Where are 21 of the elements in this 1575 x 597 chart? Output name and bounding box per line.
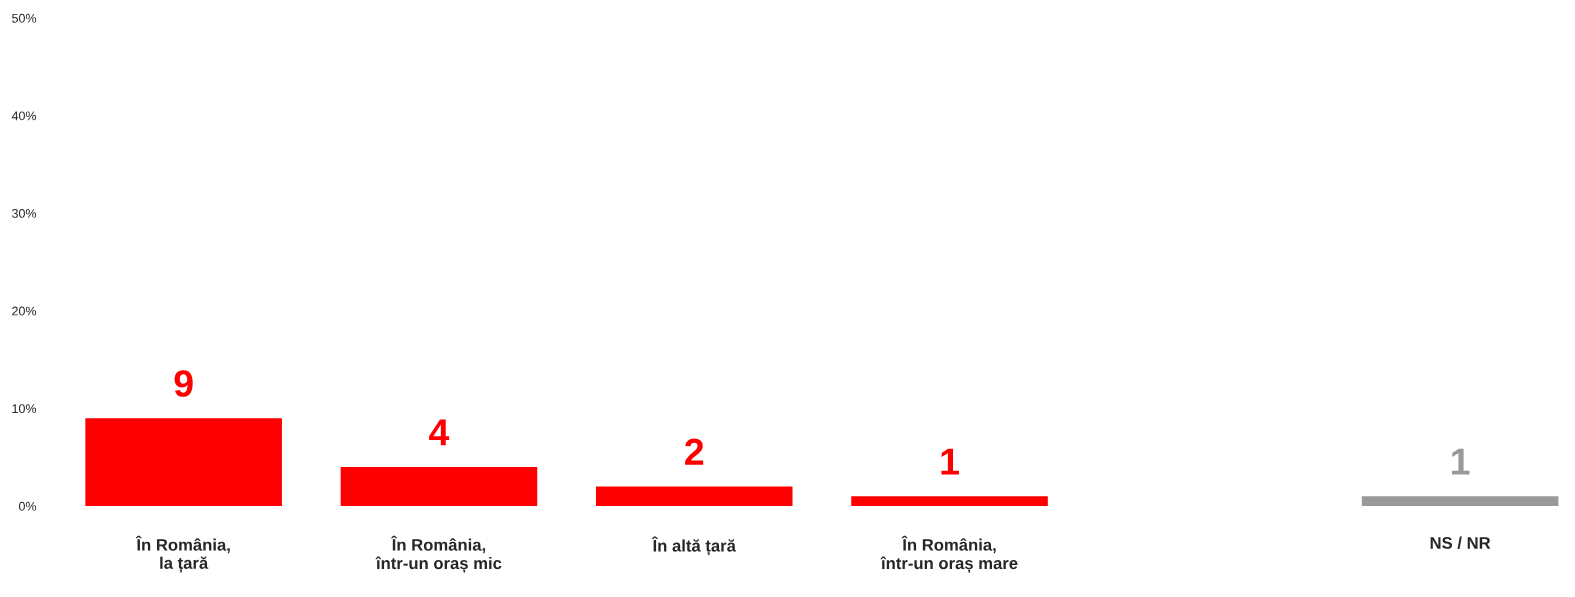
bar: [340, 466, 538, 506]
data-label: 4: [429, 419, 450, 446]
bar: [595, 486, 793, 506]
y-tick-label: 50%: [12, 13, 37, 23]
y-tick-label: 40%: [11, 111, 37, 121]
data-label: 9: [174, 370, 193, 397]
bar: [85, 418, 282, 506]
x-tick-label: NS / NR: [1430, 536, 1491, 549]
y-tick-label: 0%: [18, 501, 37, 511]
data-label: 2: [685, 438, 704, 465]
x-tick-label: În România, într-un oraș mare: [880, 535, 1018, 573]
x-tick-label: În România, la țară: [135, 535, 230, 573]
x-tick-label: În România, într-un oraș mic: [375, 535, 502, 573]
y-tick-label: 10%: [12, 404, 37, 414]
bar: [1361, 496, 1559, 506]
data-label: 1: [1452, 448, 1470, 475]
data-label: 1: [941, 448, 959, 475]
y-tick-label: 20%: [12, 306, 37, 316]
x-tick-label: În altă țară: [651, 536, 737, 556]
y-tick-label: 30%: [12, 209, 37, 218]
bar: [851, 496, 1048, 506]
